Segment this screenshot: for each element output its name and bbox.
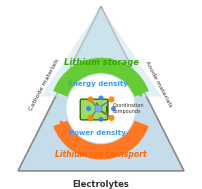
- Text: Lithium ion transport: Lithium ion transport: [55, 150, 147, 159]
- Text: Cathode materials: Cathode materials: [28, 58, 60, 111]
- Circle shape: [95, 105, 102, 112]
- Circle shape: [99, 96, 103, 100]
- Polygon shape: [40, 7, 162, 97]
- Text: Energy density: Energy density: [67, 81, 127, 87]
- Polygon shape: [18, 7, 184, 171]
- Text: Electrolytes: Electrolytes: [73, 180, 129, 189]
- Circle shape: [67, 75, 135, 142]
- Circle shape: [88, 97, 93, 102]
- Circle shape: [88, 115, 93, 120]
- Circle shape: [109, 115, 114, 120]
- Circle shape: [109, 97, 114, 102]
- Bar: [106, 106, 108, 113]
- Text: Power density: Power density: [69, 130, 126, 136]
- Text: Lithium storage: Lithium storage: [64, 58, 138, 67]
- Circle shape: [99, 118, 103, 121]
- Text: Coordination
compounds: Coordination compounds: [113, 103, 145, 114]
- Circle shape: [96, 107, 100, 111]
- FancyBboxPatch shape: [80, 99, 108, 120]
- Circle shape: [87, 107, 90, 110]
- Circle shape: [112, 107, 115, 110]
- Text: Anode materials: Anode materials: [144, 60, 173, 108]
